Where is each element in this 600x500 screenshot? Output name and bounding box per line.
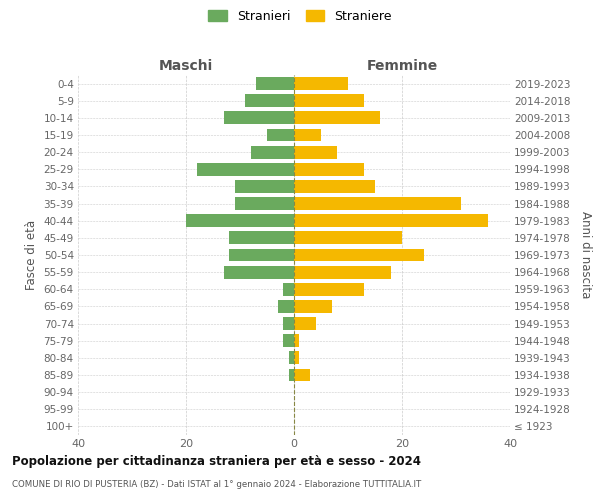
Bar: [289, 352, 294, 364]
Bar: [229, 232, 294, 244]
Bar: [294, 146, 337, 158]
Bar: [283, 283, 294, 296]
Text: COMUNE DI RIO DI PUSTERIA (BZ) - Dati ISTAT al 1° gennaio 2024 - Elaborazione TU: COMUNE DI RIO DI PUSTERIA (BZ) - Dati IS…: [12, 480, 421, 489]
Bar: [224, 266, 294, 278]
Bar: [229, 248, 294, 262]
Bar: [294, 300, 332, 313]
Bar: [294, 180, 375, 193]
Bar: [294, 232, 402, 244]
Bar: [289, 368, 294, 382]
Bar: [245, 94, 294, 107]
Bar: [197, 163, 294, 175]
Bar: [294, 214, 488, 227]
Text: Maschi: Maschi: [159, 58, 213, 72]
Bar: [294, 94, 364, 107]
Bar: [294, 368, 310, 382]
Bar: [186, 214, 294, 227]
Bar: [267, 128, 294, 141]
Y-axis label: Fasce di età: Fasce di età: [25, 220, 38, 290]
Bar: [294, 334, 299, 347]
Bar: [294, 266, 391, 278]
Bar: [294, 283, 364, 296]
Bar: [224, 112, 294, 124]
Bar: [294, 317, 316, 330]
Bar: [283, 334, 294, 347]
Bar: [235, 180, 294, 193]
Bar: [283, 317, 294, 330]
Text: Popolazione per cittadinanza straniera per età e sesso - 2024: Popolazione per cittadinanza straniera p…: [12, 455, 421, 468]
Text: Femmine: Femmine: [367, 58, 437, 72]
Bar: [294, 128, 321, 141]
Y-axis label: Anni di nascita: Anni di nascita: [579, 212, 592, 298]
Bar: [256, 77, 294, 90]
Bar: [278, 300, 294, 313]
Bar: [294, 248, 424, 262]
Bar: [294, 163, 364, 175]
Bar: [251, 146, 294, 158]
Bar: [294, 77, 348, 90]
Bar: [294, 112, 380, 124]
Legend: Stranieri, Straniere: Stranieri, Straniere: [205, 6, 395, 26]
Bar: [294, 352, 299, 364]
Bar: [294, 197, 461, 210]
Bar: [235, 197, 294, 210]
